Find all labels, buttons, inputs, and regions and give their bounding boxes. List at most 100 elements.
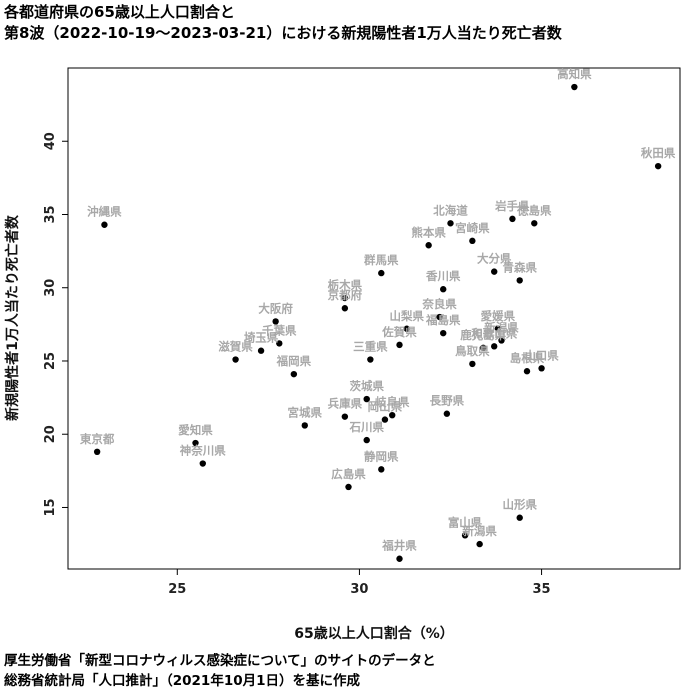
data-point [232,356,239,363]
data-point [491,343,498,350]
data-point [494,325,502,332]
point-label: 山口県 [524,348,559,362]
data-point [345,483,352,491]
point-label: 三重県 [353,340,388,354]
point-label: 熊本県 [411,225,446,239]
data-point [516,514,523,521]
x-tick-label: 25 [168,582,186,597]
x-axis-title: 65歳以上人口割合（%） [294,625,454,642]
data-point [480,344,487,351]
data-point [523,368,531,375]
data-point [272,318,279,325]
point-label: 京都府 [328,288,363,302]
point-label: 長野県 [430,394,465,408]
point-label: 山形県 [502,498,537,512]
point-label: 栃木県 [328,278,363,292]
data-point [498,337,505,344]
point-label: 岐阜県 [375,395,410,409]
source-note-line1: 厚生労働省「新型コロナウィルス感染症について」のサイトのデータと [4,653,436,669]
y-tick-label: 15 [43,498,58,516]
data-point [192,439,199,447]
point-label: 大分県 [477,252,512,266]
data-point [516,277,523,284]
y-tick-label: 40 [43,132,58,150]
point-label: 愛知県 [178,423,213,437]
data-point [443,410,451,417]
point-label: 宮城県 [288,405,323,419]
data-point [396,341,403,349]
data-point [378,466,385,473]
chart-title-line1: 各都道府県の65歳以上人口割合と [4,3,235,21]
y-axis: 15 20 25 30 35 40 [43,132,68,517]
point-label: 茨城県 [349,379,384,393]
point-label: 群馬県 [363,253,399,267]
point-label: 愛媛県 [481,309,516,323]
data-point [396,555,403,562]
point-label: 島根県 [510,351,545,365]
data-point [476,540,483,548]
point-label: 青森県 [502,260,537,274]
x-tick-label: 30 [350,582,368,597]
point-label: 高知県 [557,67,592,81]
point-label: 宮崎県 [455,221,490,235]
x-tick-label: 35 [533,582,551,597]
data-point [403,325,410,332]
data-point [363,436,370,444]
data-point [199,460,206,467]
point-label: 福井県 [381,539,417,553]
data-point [363,395,370,403]
data-point [93,448,101,456]
data-point [301,422,308,429]
data-point [367,356,374,363]
point-label: 神奈川県 [180,444,226,458]
data-point [469,360,476,368]
y-tick-label: 30 [43,279,58,297]
data-point [425,242,432,249]
point-label: 沖縄県 [87,205,122,219]
data-point [531,220,538,227]
data-point [389,411,396,419]
point-label: 兵庫県 [328,397,363,411]
point-label: 福岡県 [276,354,312,368]
data-point [571,83,578,91]
data-point [440,329,447,337]
data-point [290,370,298,378]
source-note: 厚生労働省「新型コロナウィルス感染症について」のサイトのデータと 総務省統計局「… [4,651,436,691]
data-point [341,413,349,420]
point-label: 新潟県 [484,320,519,334]
point-label: 埼玉県 [244,331,279,345]
point-label: 徳島県 [516,203,552,217]
point-label: 鳥取県 [455,344,490,358]
point-label: 岩手県 [494,199,530,213]
data-point [276,340,283,347]
point-label: 福島県 [425,313,461,327]
point-label: 東京都 [80,432,115,446]
data-point [447,220,454,227]
point-label: 秋田県 [641,146,676,160]
point-label: 佐賀県 [381,325,417,339]
point-label: 滋賀県 [218,340,253,354]
y-axis-title: 新規陽性者1万人当たり死亡者数 [4,214,21,421]
data-point [440,286,447,293]
point-label: 香川県 [425,269,461,283]
data-point [436,313,443,321]
point-label: 鹿児島県 [460,328,506,342]
point-label: 奈良県 [421,297,457,311]
chart-title-line2: 第8波（2022-10-19〜2023-03-21）における新規陽性者1万人当た… [4,24,562,42]
point-label: 富山県 [448,515,483,529]
x-axis: 25 30 35 [168,569,551,597]
y-tick-label: 25 [43,352,58,370]
data-point [491,268,498,275]
data-point [101,221,108,228]
point-label: 静岡県 [364,449,399,463]
data-point [509,215,516,223]
point-label: 広島県 [331,467,366,481]
data-point [257,347,265,354]
data-point [341,305,349,312]
data-point [341,294,349,302]
y-tick-label: 20 [43,425,58,443]
point-label: 岡山県 [368,400,403,414]
chart-title: 各都道府県の65歳以上人口割合と 第8波（2022-10-19〜2023-03-… [4,2,562,44]
